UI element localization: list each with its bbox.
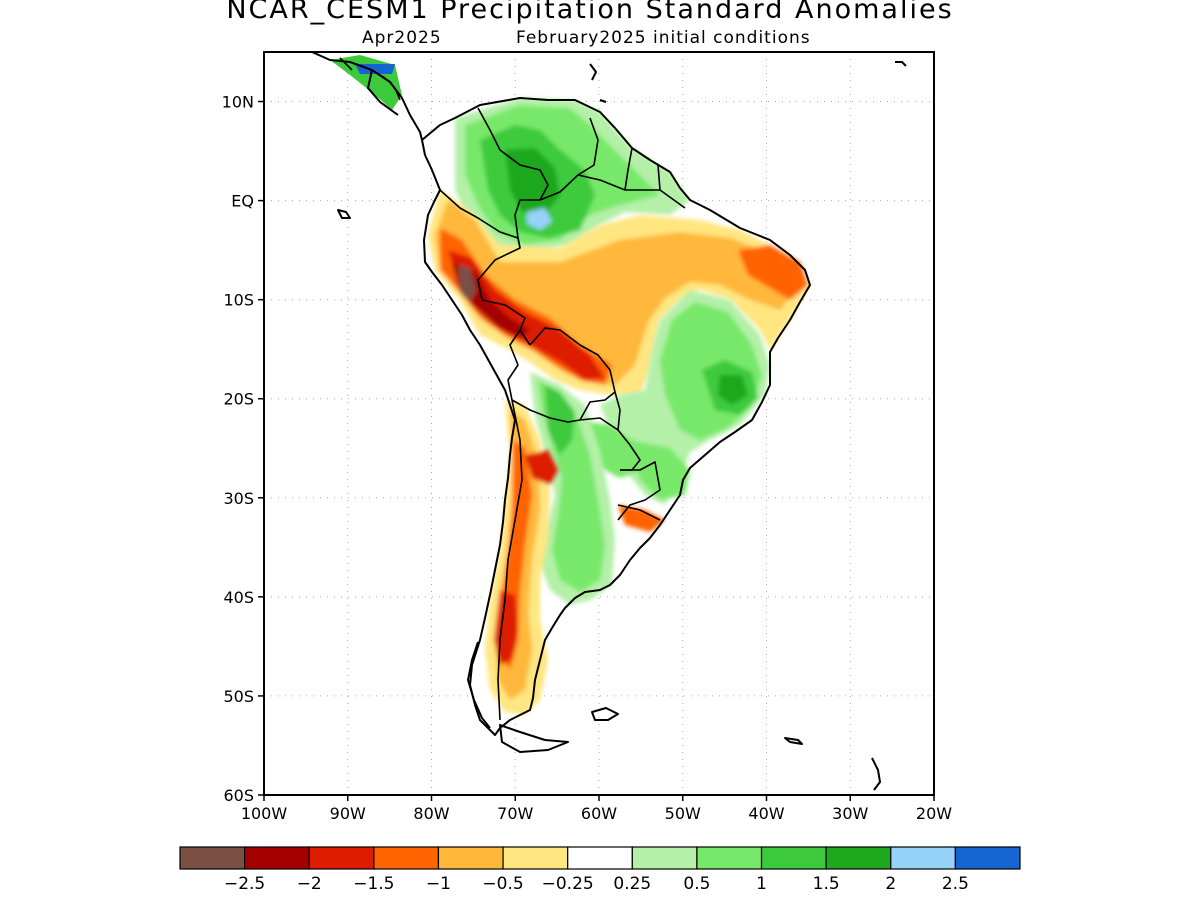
x-tick-label: 40W: [748, 804, 784, 823]
border-central-america: [339, 57, 401, 101]
legend-swatch: [244, 846, 310, 870]
legend-swatch: [696, 846, 763, 870]
legend-boundary-label: −2.5: [224, 874, 265, 894]
border-peru-brazil: [481, 299, 531, 346]
country-borders: [339, 57, 686, 721]
y-tick-label: 40S: [223, 588, 254, 607]
legend-boundary-label: −2: [297, 874, 322, 894]
legend-swatch: [760, 846, 827, 870]
legend-swatch: [179, 846, 246, 870]
galapagos-islands: [337, 209, 351, 219]
legend-boundary-label: 1: [756, 874, 767, 894]
x-tick-label: 90W: [330, 804, 366, 823]
y-tick-label: 50S: [223, 687, 254, 706]
uruguay-dry: [618, 505, 665, 532]
legend-swatch: [825, 846, 892, 870]
y-tick-label: 20S: [223, 390, 254, 409]
cape-verde-islands: [895, 61, 907, 67]
legend-swatch: [631, 846, 698, 870]
south-america-coastline: [421, 97, 811, 736]
x-tick-label: 50W: [665, 804, 701, 823]
x-tick-label: 20W: [916, 804, 952, 823]
coastlines: [311, 52, 907, 791]
legend-boundary-label: −1.5: [353, 874, 394, 894]
legend-boundary-label: 0.5: [683, 874, 710, 894]
border-brazil-north: [539, 174, 686, 209]
legend-boundary-label: 2.5: [942, 874, 969, 894]
x-tick-label: 100W: [241, 804, 288, 823]
initial-conditions-label: February2025 initial conditions: [516, 28, 811, 48]
map-title: NCAR_CESM1 Precipitation Standard Anomal…: [226, 0, 954, 25]
legend-swatch: [373, 846, 440, 870]
south-georgia-island: [784, 737, 803, 745]
east-brazil-wet-heavy: [718, 375, 748, 405]
legend-swatch: [502, 846, 569, 870]
axis-tick-labels: 100W 90W 80W 70W 60W 50W 40W 30W 20W 10N EQ 10S 20S 3…: [222, 93, 953, 823]
border-paraguay-brazil: [614, 391, 621, 431]
legend-boundary-label: −1: [426, 874, 451, 894]
y-tick-label: 10N: [222, 93, 254, 112]
y-tick-label: EQ: [231, 192, 254, 211]
color-legend-labels: −2.5 −2 −1.5 −1 −0.5 −0.25 0.25 0.5 1 1.5 2 2.5: [224, 874, 969, 894]
sandwich-islands: [871, 757, 881, 791]
border-argentina-brazil-uruguay: [617, 461, 661, 521]
legend-boundary-label: 0.25: [613, 874, 651, 894]
border-colombia-brazil: [514, 199, 540, 249]
legend-boundary-label: −0.5: [482, 874, 523, 894]
x-tick-label: 60W: [581, 804, 617, 823]
caribbean-islands: [589, 63, 607, 103]
tierra-del-fuego-coastline: [499, 724, 569, 753]
border-colombia-venezuela: [477, 107, 549, 201]
legend-swatch: [890, 846, 956, 870]
border-bolivia-argentina-paraguay: [511, 399, 641, 471]
anomaly-field: [330, 55, 810, 735]
border-suriname-guiana: [657, 164, 661, 191]
axis-ticks: [258, 100, 935, 801]
andes-very-dry: [448, 250, 605, 380]
northeast-brazil-dry: [738, 245, 808, 300]
border-uruguay-brazil: [617, 504, 661, 521]
color-legend: [179, 846, 1021, 870]
legend-boundary-label: 2: [885, 874, 896, 894]
legend-swatch: [567, 846, 633, 870]
central-america-coastline: [311, 52, 423, 141]
legend-boundary-label: 1.5: [813, 874, 840, 894]
northwest-argentina-dry: [525, 450, 558, 485]
border-guyana-suriname: [624, 147, 633, 191]
legend-swatch: [437, 846, 504, 870]
falklands-coastline: [591, 707, 619, 721]
chile-archipelago: [467, 641, 491, 729]
y-tick-label: 60S: [223, 786, 254, 805]
x-tick-label: 80W: [413, 804, 449, 823]
north-very-wet: [527, 208, 552, 230]
border-chile-argentina: [497, 399, 523, 721]
border-peru-bolivia-chile: [507, 329, 521, 401]
valid-month-label: Apr2025: [362, 28, 442, 48]
y-tick-label: 30S: [223, 489, 254, 508]
legend-swatch: [308, 846, 375, 870]
border-bolivia-brazil: [529, 327, 616, 421]
x-tick-label: 70W: [497, 804, 533, 823]
legend-swatch: [954, 846, 1021, 870]
legend-boundary-label: −0.25: [542, 874, 594, 894]
border-venezuela-guyana: [577, 117, 599, 176]
x-tick-label: 30W: [832, 804, 868, 823]
south-brazil-wet: [630, 440, 690, 500]
y-tick-label: 10S: [223, 291, 254, 310]
andes-record-dry: [458, 265, 476, 302]
